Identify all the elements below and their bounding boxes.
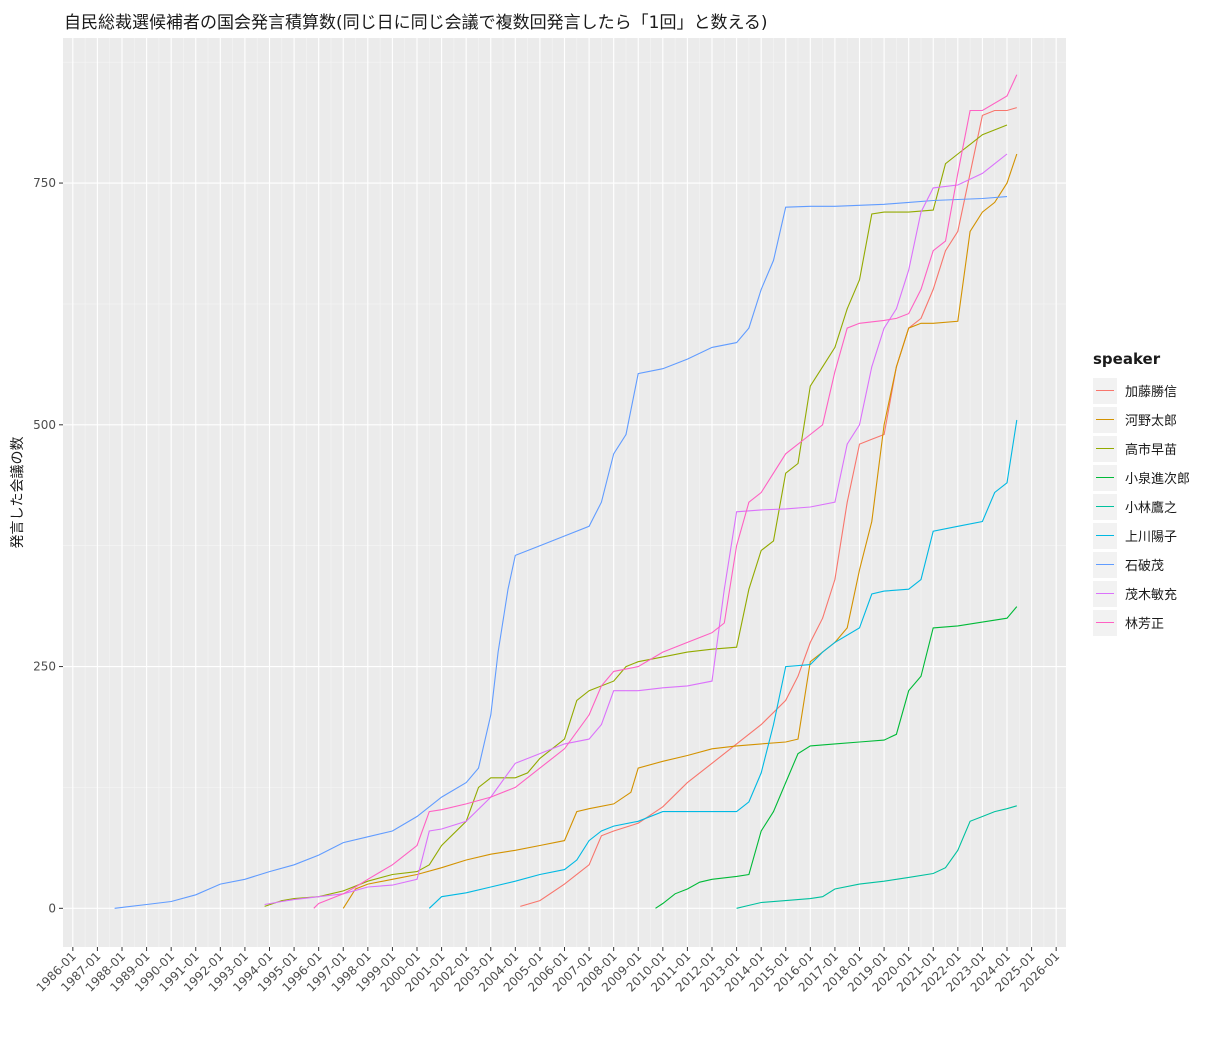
series-line-5 (428, 419, 1018, 909)
legend-item: 上川陽子 (1093, 521, 1205, 550)
legend-label: 石破茂 (1125, 559, 1165, 574)
series-line-2 (264, 124, 1008, 907)
legend-key (1093, 551, 1117, 578)
series-line-8 (313, 74, 1018, 909)
y-tick-label: 500 (33, 418, 56, 432)
legend-key-line (1096, 476, 1114, 478)
legend-label: 林芳正 (1125, 617, 1165, 632)
legend-item: 小林鷹之 (1093, 492, 1205, 521)
legend-key (1093, 580, 1117, 607)
legend-label: 上川陽子 (1125, 530, 1178, 545)
legend-key-line (1096, 389, 1114, 391)
legend-label: 河野太郎 (1125, 414, 1178, 429)
y-tick-label: 750 (33, 176, 56, 190)
y-tick-label: 0 (48, 901, 56, 915)
series-line-7 (264, 153, 1008, 906)
grid-lines (63, 38, 1066, 947)
legend-label: 小泉進次郎 (1125, 472, 1191, 487)
legend-label: 加藤勝信 (1125, 385, 1178, 400)
legend-item: 林芳正 (1093, 608, 1205, 637)
legend-item: 茂木敏充 (1093, 579, 1205, 608)
y-axis-label: 発言した会議の数 (9, 437, 26, 549)
legend-key (1093, 609, 1117, 636)
legend-key-line (1096, 621, 1114, 623)
legend-key (1093, 522, 1117, 549)
chart-title: 自民総裁選候補者の国会発言積算数(同じ日に同じ会議で複数回発言したら「1回」と数… (64, 13, 768, 33)
legend-key-line (1096, 592, 1114, 594)
legend-key (1093, 435, 1117, 462)
legend-items: 加藤勝信河野太郎高市早苗小泉進次郎小林鷹之上川陽子石破茂茂木敏充林芳正 (1093, 376, 1205, 637)
legend-label: 小林鷹之 (1125, 501, 1178, 516)
legend-title: speaker (1093, 350, 1161, 368)
legend-label: 高市早苗 (1125, 443, 1178, 458)
legend-item: 河野太郎 (1093, 405, 1205, 434)
legend-key-line (1096, 505, 1114, 507)
legend-item: 石破茂 (1093, 550, 1205, 579)
legend-key-line (1096, 534, 1114, 536)
legend-item: 加藤勝信 (1093, 376, 1205, 405)
legend-item: 小泉進次郎 (1093, 463, 1205, 492)
legend-key (1093, 406, 1117, 433)
series-line-1 (342, 153, 1018, 909)
series-line-0 (520, 107, 1017, 907)
legend-key (1093, 493, 1117, 520)
legend-key-line (1096, 563, 1114, 565)
y-tick-label: 250 (33, 660, 56, 674)
legend-label: 茂木敏充 (1125, 588, 1178, 603)
legend-key-line (1096, 447, 1114, 449)
legend-item: 高市早苗 (1093, 434, 1205, 463)
y-axis-ticks: 0 250 500 750 (33, 176, 63, 915)
legend-key (1093, 464, 1117, 491)
series-line-6 (114, 196, 1008, 909)
legend-key (1093, 377, 1117, 404)
series-line-4 (736, 805, 1017, 909)
series-lines (114, 74, 1018, 909)
legend: speaker 加藤勝信河野太郎高市早苗小泉進次郎小林鷹之上川陽子石破茂茂木敏充… (1093, 350, 1205, 637)
series-line-3 (655, 606, 1018, 909)
legend-key-line (1096, 418, 1114, 420)
x-axis-ticks: 1986-011987-011988-011989-011990-011991-… (34, 947, 1062, 995)
